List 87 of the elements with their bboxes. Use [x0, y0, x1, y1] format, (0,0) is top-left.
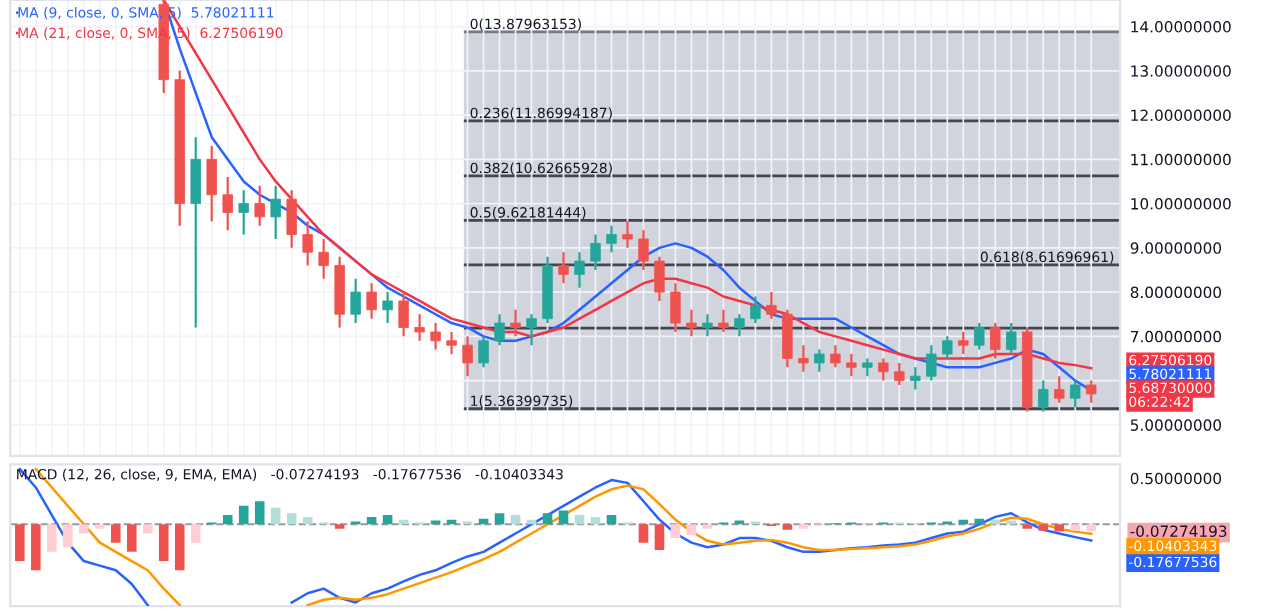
bar — [574, 515, 585, 525]
candlestick — [430, 321, 441, 351]
candlestick — [462, 335, 473, 378]
candlestick — [350, 277, 361, 325]
candlestick — [686, 308, 697, 338]
candlestick — [206, 144, 217, 223]
candlestick — [302, 220, 313, 267]
candlestick — [782, 308, 793, 369]
candlestick — [478, 335, 489, 369]
bar — [63, 524, 73, 548]
bar — [254, 501, 265, 525]
candlestick — [926, 344, 937, 382]
candlestick — [974, 321, 985, 351]
candlestick — [510, 308, 521, 338]
bar — [158, 524, 169, 562]
bar — [558, 510, 569, 525]
bar — [494, 513, 505, 525]
bar — [990, 519, 1001, 525]
candlestick — [494, 313, 505, 347]
candlestick — [670, 282, 681, 334]
candlestick — [1086, 379, 1097, 404]
candlestick — [382, 290, 393, 325]
candlestick — [990, 321, 1001, 360]
bar — [110, 524, 121, 543]
bar — [958, 519, 969, 525]
candlestick — [414, 313, 425, 342]
candlestick — [286, 189, 297, 249]
candlestick — [1006, 321, 1017, 356]
candlestick — [254, 184, 265, 227]
candlestick — [526, 313, 537, 347]
bar — [79, 524, 89, 534]
bar — [974, 518, 985, 525]
bar — [1038, 524, 1049, 531]
bar — [606, 515, 617, 525]
candlestick — [318, 237, 329, 280]
bar — [1054, 524, 1065, 532]
bar — [190, 524, 201, 543]
bar — [174, 524, 185, 571]
candlestick — [222, 175, 233, 232]
candlestick — [1038, 379, 1049, 413]
candlestick — [798, 344, 809, 373]
candlestick — [750, 295, 761, 325]
bar — [238, 505, 249, 525]
bar — [222, 515, 233, 525]
candlestick — [270, 184, 281, 241]
candlestick — [238, 189, 249, 236]
candlestick — [942, 335, 953, 360]
candlestick — [958, 330, 969, 356]
bar — [1070, 524, 1081, 531]
candlestick — [654, 255, 665, 303]
bar — [47, 524, 57, 552]
candlestick — [910, 366, 921, 391]
bar — [510, 515, 521, 525]
bar — [126, 524, 137, 552]
candlestick — [398, 290, 409, 338]
candlestick — [1070, 379, 1081, 409]
candlestick — [590, 233, 601, 272]
bar — [142, 524, 153, 534]
candlestick — [878, 357, 889, 382]
candlestick — [734, 313, 745, 338]
bar — [270, 507, 281, 525]
bar — [686, 524, 697, 536]
bar — [542, 513, 553, 525]
candlestick — [830, 344, 841, 369]
candlestick — [606, 224, 617, 254]
candlestick — [622, 220, 633, 249]
candlestick — [766, 290, 777, 320]
candlestick — [702, 313, 713, 338]
candlestick — [894, 361, 905, 387]
bar — [15, 524, 25, 562]
candlestick — [814, 348, 825, 373]
candlestick — [446, 330, 457, 356]
bar — [782, 524, 793, 530]
bar — [638, 524, 649, 543]
bar — [382, 515, 393, 525]
bar — [670, 524, 681, 539]
candlestick — [638, 229, 649, 272]
candlestick — [574, 251, 585, 289]
bar — [31, 524, 41, 571]
candlestick — [558, 251, 569, 285]
bar — [654, 524, 665, 551]
bar — [1086, 524, 1097, 531]
bar — [286, 513, 297, 525]
candlestick — [366, 282, 377, 320]
candlestick — [1054, 375, 1065, 404]
candlestick — [846, 352, 857, 378]
candlestick — [718, 308, 729, 334]
